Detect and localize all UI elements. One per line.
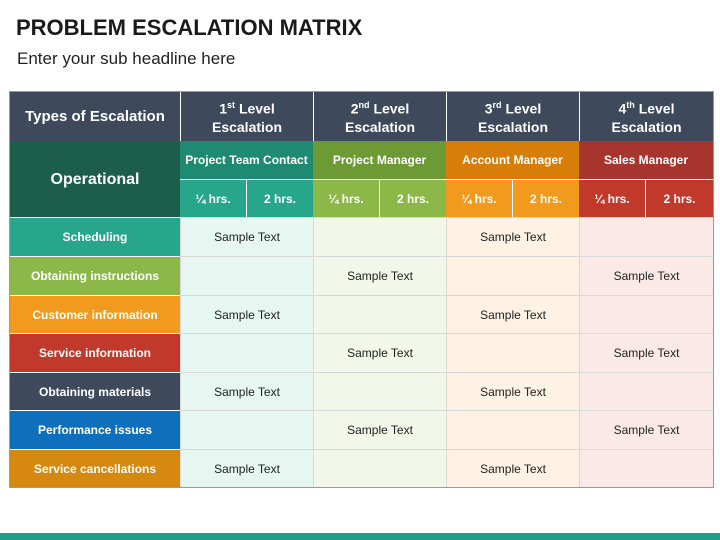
operational-label: Operational — [10, 141, 180, 217]
matrix-cell: Sample Text — [446, 449, 579, 487]
row-label-scheduling: Scheduling — [10, 217, 180, 256]
matrix-cell — [180, 333, 313, 372]
matrix-cell — [446, 333, 579, 372]
row-label-service-information: Service information — [10, 333, 180, 372]
hrs-4b: 2 hrs. — [646, 179, 713, 217]
hrs-2b: 2 hrs. — [380, 179, 446, 217]
matrix-cell — [579, 449, 713, 487]
matrix-cell — [579, 372, 713, 410]
manager-level-2: Project Manager — [313, 141, 446, 179]
hrs-4a: ¼ hrs. — [579, 179, 646, 217]
matrix-cell: Sample Text — [180, 217, 313, 256]
manager-level-1: Project Team Contact — [180, 141, 313, 179]
matrix-cell: Sample Text — [313, 333, 446, 372]
level-ordinal: th — [626, 99, 635, 110]
level-word: Level — [373, 100, 410, 117]
level-ordinal: st — [227, 99, 236, 110]
col-tint-level-4 — [579, 217, 713, 487]
matrix-cell — [313, 217, 446, 256]
matrix-cell — [180, 410, 313, 449]
matrix-cell: Sample Text — [446, 217, 579, 256]
matrix-cell — [313, 449, 446, 487]
level-number: 1 — [219, 100, 228, 117]
escalation-word: Escalation — [344, 119, 416, 136]
matrix-cell: Sample Text — [313, 256, 446, 295]
matrix-cell: Sample Text — [579, 333, 713, 372]
page-title: PROBLEM ESCALATION MATRIX — [16, 15, 363, 40]
corner-header: Types of Escalation — [10, 92, 180, 141]
level-3-header: 3rd Level Escalation — [446, 92, 579, 141]
hrs-1a: ¼ hrs. — [180, 179, 247, 217]
level-number: 3 — [484, 100, 493, 117]
level-number: 2 — [350, 100, 359, 117]
level-word: Level — [638, 100, 675, 117]
escalation-word: Escalation — [477, 119, 549, 136]
row-label-service-cancellations: Service cancellations — [10, 449, 180, 487]
level-2-header: 2nd Level Escalation — [313, 92, 446, 141]
hrs-2a: ¼ hrs. — [313, 179, 380, 217]
matrix-cell: Sample Text — [446, 372, 579, 410]
level-1-header: 1st Level Escalation — [180, 92, 313, 141]
col-tint-level-2 — [313, 217, 446, 487]
col-tint-level-3 — [446, 217, 579, 487]
escalation-word: Escalation — [611, 119, 682, 136]
matrix-cell: Sample Text — [180, 449, 313, 487]
matrix-cell — [579, 295, 713, 333]
hrs-1b: 2 hrs. — [247, 179, 313, 217]
escalation-matrix: Types of Escalation 1st Level Escalation… — [9, 91, 714, 488]
matrix-cell — [313, 372, 446, 410]
matrix-cell — [313, 295, 446, 333]
matrix-cell — [446, 256, 579, 295]
level-number: 4 — [618, 100, 627, 117]
level-word: Level — [505, 100, 542, 117]
matrix-cell: Sample Text — [579, 256, 713, 295]
col-tint-level-1 — [180, 217, 313, 487]
matrix-cell — [446, 410, 579, 449]
level-ordinal: rd — [492, 99, 502, 110]
matrix-cell: Sample Text — [446, 295, 579, 333]
page-subtitle: Enter your sub headline here — [17, 49, 236, 68]
escalation-word: Escalation — [211, 119, 283, 136]
row-label-performance-issues: Performance issues — [10, 410, 180, 449]
matrix-cell: Sample Text — [180, 372, 313, 410]
matrix-cell — [579, 217, 713, 256]
manager-level-3: Account Manager — [446, 141, 579, 179]
matrix-cell: Sample Text — [313, 410, 446, 449]
row-label-customer-information: Customer information — [10, 295, 180, 333]
level-4-header: 4th Level Escalation — [579, 92, 713, 141]
bottom-accent-bar — [0, 533, 720, 540]
row-label-obtaining-materials: Obtaining materials — [10, 372, 180, 410]
row-label-obtaining-instructions: Obtaining instructions — [10, 256, 180, 295]
hrs-3b: 2 hrs. — [513, 179, 579, 217]
matrix-cell — [180, 256, 313, 295]
level-ordinal: nd — [358, 99, 370, 110]
matrix-cell: Sample Text — [180, 295, 313, 333]
hrs-3a: ¼ hrs. — [446, 179, 513, 217]
matrix-cell: Sample Text — [579, 410, 713, 449]
manager-level-4: Sales Manager — [579, 141, 713, 179]
level-word: Level — [238, 100, 275, 117]
